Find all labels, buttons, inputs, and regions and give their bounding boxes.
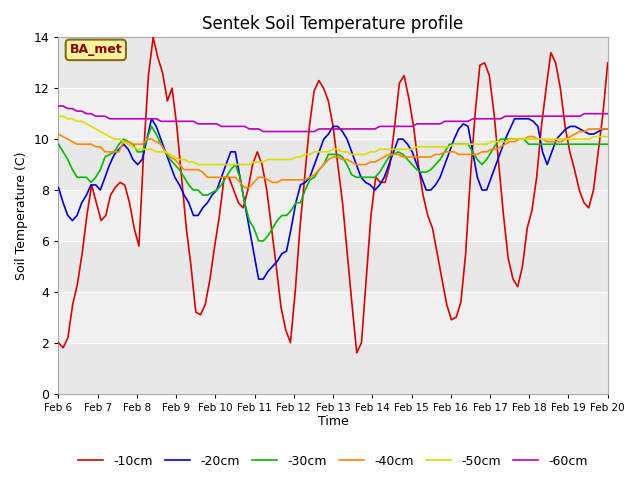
-10cm [604, 60, 612, 66]
Y-axis label: Soil Temperature (C): Soil Temperature (C) [15, 151, 28, 280]
-60cm [380, 123, 388, 129]
-20cm [54, 185, 62, 191]
-60cm [227, 123, 234, 129]
-20cm [232, 149, 239, 155]
-40cm [241, 185, 248, 191]
-10cm [353, 350, 360, 356]
Text: BA_met: BA_met [70, 43, 122, 56]
-60cm [460, 119, 467, 124]
Bar [58, 139, 608, 190]
-30cm [604, 141, 612, 147]
-10cm [206, 276, 214, 282]
-40cm [460, 152, 467, 157]
Line: -10cm: -10cm [58, 37, 608, 353]
Line: -50cm: -50cm [58, 116, 608, 165]
-40cm [502, 141, 509, 147]
Title: Sentek Soil Temperature profile: Sentek Soil Temperature profile [202, 15, 464, 33]
-40cm [585, 126, 593, 132]
-20cm [506, 126, 514, 132]
-50cm [54, 113, 62, 119]
-20cm [534, 123, 541, 129]
-50cm [195, 162, 202, 168]
-40cm [529, 134, 537, 140]
-40cm [227, 174, 234, 180]
-20cm [148, 116, 156, 121]
-20cm [255, 276, 262, 282]
-60cm [529, 113, 537, 119]
-60cm [166, 119, 174, 124]
Bar [58, 343, 608, 394]
-40cm [604, 126, 612, 132]
-50cm [460, 141, 467, 147]
-10cm [173, 123, 180, 129]
-10cm [187, 264, 195, 269]
Bar [58, 190, 608, 241]
-50cm [166, 152, 174, 157]
-20cm [385, 162, 393, 168]
-30cm [232, 162, 239, 168]
-40cm [54, 131, 62, 137]
-40cm [166, 154, 174, 160]
Bar [58, 241, 608, 292]
Bar [58, 88, 608, 139]
-60cm [259, 129, 267, 134]
-60cm [604, 111, 612, 117]
-40cm [380, 154, 388, 160]
-30cm [255, 238, 262, 244]
Bar [58, 292, 608, 343]
-30cm [54, 141, 62, 147]
-30cm [385, 154, 393, 160]
-50cm [529, 136, 537, 142]
X-axis label: Time: Time [317, 415, 348, 429]
-10cm [163, 98, 171, 104]
-10cm [575, 187, 583, 193]
-10cm [54, 340, 62, 346]
-50cm [502, 139, 509, 144]
-60cm [502, 113, 509, 119]
-30cm [506, 136, 514, 142]
-50cm [232, 162, 239, 168]
-10cm [305, 123, 313, 129]
-10cm [149, 35, 157, 40]
Line: -20cm: -20cm [58, 119, 608, 279]
-60cm [54, 103, 62, 109]
Line: -60cm: -60cm [58, 106, 608, 132]
-30cm [534, 141, 541, 147]
-20cm [464, 123, 472, 129]
-20cm [604, 126, 612, 132]
-50cm [604, 134, 612, 140]
Bar [58, 37, 608, 88]
Line: -30cm: -30cm [58, 126, 608, 241]
-30cm [464, 141, 472, 147]
-50cm [380, 146, 388, 152]
Line: -40cm: -40cm [58, 129, 608, 188]
-30cm [171, 162, 179, 168]
-30cm [148, 123, 156, 129]
-20cm [171, 174, 179, 180]
Legend: -10cm, -20cm, -30cm, -40cm, -50cm, -60cm: -10cm, -20cm, -30cm, -40cm, -50cm, -60cm [73, 450, 593, 473]
